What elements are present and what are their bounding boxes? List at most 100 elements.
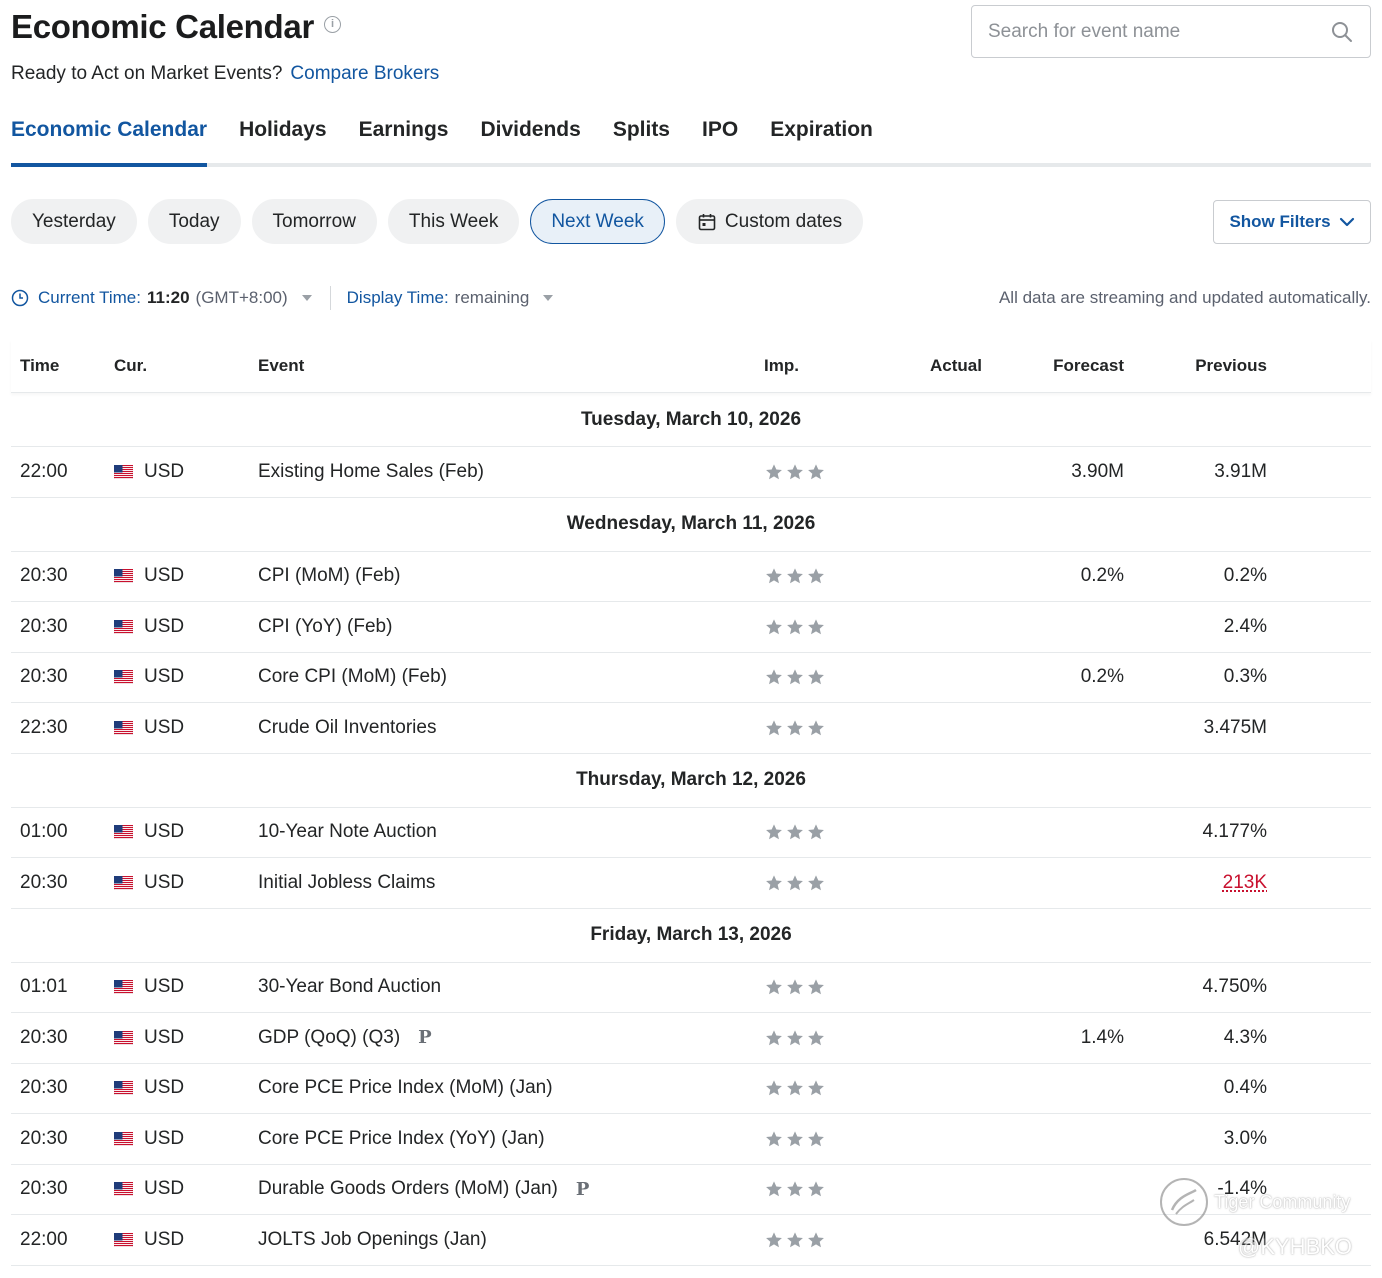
- date-group-header: Tuesday, March 10, 2026: [11, 393, 1371, 447]
- calendar-tabs: Economic Calendar Holidays Earnings Dividen…: [11, 108, 1371, 167]
- period-custom-dates-button[interactable]: Custom dates: [675, 199, 864, 244]
- event-currency: USD: [106, 616, 250, 638]
- previous-value: 6.542M: [1203, 1228, 1267, 1250]
- event-currency: USD: [106, 461, 250, 483]
- show-filters-label: Show Filters: [1229, 212, 1331, 231]
- event-name-link[interactable]: Durable Goods Orders (MoM) (Jan): [258, 1178, 558, 1200]
- us-flag-icon: [114, 1030, 133, 1045]
- subtitle-text: Ready to Act on Market Events?: [11, 63, 283, 84]
- table-row[interactable]: 20:30 USD Initial Jobless Claims 213K: [11, 858, 1371, 909]
- star-icon: [766, 1030, 782, 1045]
- event-name-link[interactable]: Existing Home Sales (Feb): [258, 460, 484, 482]
- event-name-link[interactable]: Core CPI (MoM) (Feb): [258, 666, 447, 688]
- display-time-dropdown-icon[interactable]: [543, 295, 554, 301]
- currency-code: USD: [144, 1228, 185, 1250]
- compare-brokers-link[interactable]: Compare Brokers: [290, 63, 440, 84]
- tab-holidays[interactable]: Holidays: [239, 118, 327, 141]
- preliminary-badge: P: [575, 1178, 590, 1200]
- table-row[interactable]: 20:30 USD CPI (YoY) (Feb) 2.4%: [11, 602, 1371, 653]
- col-importance: Imp.: [764, 356, 799, 375]
- event-currency: USD: [106, 1027, 250, 1049]
- event-name-link[interactable]: 30-Year Bond Auction: [258, 976, 442, 998]
- event-name-link[interactable]: 10-Year Note Auction: [258, 821, 437, 843]
- table-row[interactable]: 20:30 USD Core PCE Price Index (YoY) (Jan)…: [11, 1114, 1371, 1165]
- period-label: Next Week: [551, 210, 644, 232]
- us-flag-icon: [114, 1232, 133, 1247]
- event-forecast: 0.2%: [1080, 666, 1124, 688]
- star-icon: [766, 720, 782, 735]
- importance-stars: [755, 1180, 875, 1198]
- event-currency: USD: [106, 872, 250, 894]
- tab-expiration[interactable]: Expiration: [770, 118, 873, 141]
- importance-stars: [755, 1079, 875, 1097]
- previous-value: -1.4%: [1217, 1178, 1267, 1200]
- star-icon: [787, 669, 803, 685]
- date-group-header: Thursday, March 12, 2026: [11, 754, 1371, 808]
- col-forecast: Forecast: [1053, 356, 1124, 375]
- currency-code: USD: [144, 1178, 185, 1200]
- table-row[interactable]: 20:30 USD Durable Goods Orders (MoM) (Jan)…: [11, 1165, 1371, 1215]
- display-time-label[interactable]: Display Time:: [346, 288, 449, 307]
- previous-value: 4.750%: [1202, 976, 1267, 998]
- previous-value[interactable]: 213K: [1222, 871, 1267, 893]
- event-name-link[interactable]: Core PCE Price Index (MoM) (Jan): [258, 1077, 553, 1099]
- event-name-cell: JOLTS Job Openings (Jan): [250, 1229, 755, 1251]
- table-row[interactable]: 20:30 USD Core CPI (MoM) (Feb) 0.2% 0.3%: [11, 653, 1371, 703]
- table-row[interactable]: 22:30 USD Crude Oil Inventories 3.475M: [11, 703, 1371, 754]
- table-row[interactable]: 20:30 USD CPI (MoM) (Feb) 0.2% 0.2%: [11, 552, 1371, 602]
- event-time: 20:30: [20, 666, 68, 688]
- event-name-link[interactable]: CPI (MoM) (Feb): [258, 565, 401, 587]
- event-time: 20:30: [20, 871, 68, 893]
- tab-economic-calendar[interactable]: Economic Calendar: [11, 108, 208, 167]
- currency-code: USD: [144, 460, 185, 482]
- event-name-link[interactable]: Core PCE Price Index (YoY) (Jan): [258, 1127, 545, 1149]
- timezone-dropdown-icon[interactable]: [301, 295, 312, 301]
- period-tomorrow-button[interactable]: Tomorrow: [251, 199, 377, 244]
- table-row[interactable]: 22:00 USD JOLTS Job Openings (Jan) 6.542M: [11, 1215, 1371, 1266]
- star-icon: [808, 1030, 824, 1045]
- event-name-cell: 30-Year Bond Auction: [250, 976, 755, 998]
- star-icon: [808, 1131, 824, 1146]
- show-filters-button[interactable]: Show Filters: [1213, 200, 1371, 244]
- timezone[interactable]: (GMT+8:00): [195, 288, 288, 307]
- event-currency: USD: [106, 717, 250, 739]
- period-next-week-button[interactable]: Next Week: [530, 199, 665, 244]
- currency-code: USD: [144, 565, 185, 587]
- table-row[interactable]: 20:30 USD GDP (QoQ) (Q3) P 1.4% 4.3%: [11, 1013, 1371, 1064]
- tab-dividends[interactable]: Dividends: [480, 118, 581, 141]
- clock-icon: [11, 289, 29, 307]
- tab-ipo[interactable]: IPO: [702, 118, 739, 141]
- event-previous: 0.2%: [1124, 565, 1267, 587]
- event-previous: 0.4%: [1124, 1077, 1267, 1099]
- search-input[interactable]: [988, 20, 1330, 43]
- current-time-value: 11:20: [146, 288, 190, 307]
- period-yesterday-button[interactable]: Yesterday: [11, 199, 137, 244]
- period-today-button[interactable]: Today: [147, 199, 241, 244]
- star-icon: [766, 619, 782, 634]
- event-name-link[interactable]: JOLTS Job Openings (Jan): [258, 1228, 487, 1250]
- event-currency: USD: [106, 565, 250, 587]
- display-time-value[interactable]: remaining: [454, 288, 530, 307]
- event-name-link[interactable]: GDP (QoQ) (Q3): [258, 1026, 401, 1048]
- table-row[interactable]: 20:30 USD Core PCE Price Index (MoM) (Jan)…: [11, 1064, 1371, 1114]
- star-icon: [766, 875, 782, 890]
- previous-value: 3.475M: [1203, 716, 1267, 738]
- table-row[interactable]: 01:00 USD 10-Year Note Auction 4.177%: [11, 808, 1371, 858]
- tab-splits[interactable]: Splits: [612, 118, 670, 141]
- period-label: Yesterday: [32, 210, 116, 232]
- table-row[interactable]: 01:01 USD 30-Year Bond Auction 4.750%: [11, 963, 1371, 1013]
- event-name-link[interactable]: Crude Oil Inventories: [258, 716, 437, 738]
- event-name-link[interactable]: Initial Jobless Claims: [258, 871, 436, 893]
- info-icon[interactable]: i: [324, 15, 341, 33]
- tab-earnings[interactable]: Earnings: [358, 118, 449, 141]
- table-row[interactable]: 22:00 USD Existing Home Sales (Feb) 3.90M 3.…: [11, 447, 1371, 498]
- search-icon[interactable]: [1330, 20, 1354, 44]
- events-table: Time Cur. Event Imp. Actual Forecast Pre…: [11, 340, 1371, 1266]
- current-time-label[interactable]: Current Time:: [38, 288, 141, 307]
- event-forecast: 1.4%: [1080, 1026, 1124, 1048]
- search-box[interactable]: [971, 5, 1371, 58]
- period-this-week-button[interactable]: This Week: [387, 199, 520, 244]
- event-name-link[interactable]: CPI (YoY) (Feb): [258, 615, 393, 637]
- event-previous: 213K: [1124, 872, 1267, 894]
- page-title: Economic Calendar: [11, 8, 314, 45]
